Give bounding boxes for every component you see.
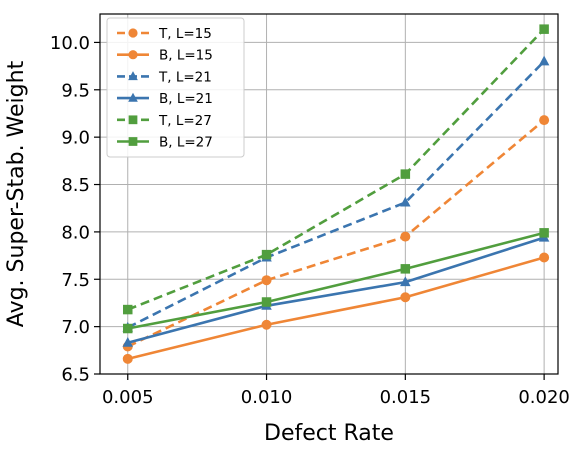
legend-label: T, L=15 <box>158 26 212 42</box>
data-point-triangle <box>128 92 138 102</box>
data-point-triangle <box>400 276 411 287</box>
data-point-square <box>261 249 272 260</box>
legend-label: T, L=21 <box>158 69 212 85</box>
data-point-circle <box>539 252 550 263</box>
y-tick-label: 8.5 <box>61 175 90 196</box>
data-point-triangle <box>122 336 134 347</box>
plot-frame <box>99 13 559 375</box>
data-point-square <box>123 323 133 334</box>
legend-entry: T, L=21 <box>117 69 212 85</box>
x-tick-label: 0.010 <box>241 387 293 408</box>
y-tick-label: 9.5 <box>61 80 90 101</box>
series-b-l-27 <box>123 228 549 334</box>
y-tick-label: 8.0 <box>61 222 90 243</box>
y-tick-label: 6.5 <box>61 365 90 386</box>
legend-label: B, L=15 <box>159 48 213 64</box>
data-point-square <box>123 304 133 315</box>
y-tick-label: 7.0 <box>61 317 90 338</box>
y-tick-label: 7.5 <box>61 270 90 291</box>
data-point-square <box>539 24 549 34</box>
data-point-square <box>400 169 411 179</box>
data-point-square <box>128 115 138 125</box>
data-point-square <box>400 264 411 274</box>
y-tick-label: 9.0 <box>61 128 90 149</box>
legend-entry: T, L=15 <box>117 26 212 42</box>
data-point-triangle <box>128 71 138 81</box>
x-tick-label: 0.005 <box>102 387 154 408</box>
data-point-circle <box>400 292 411 303</box>
data-point-circle <box>261 319 272 330</box>
data-point-circle <box>128 28 138 38</box>
legend-entry: B, L=27 <box>117 135 213 151</box>
data-point-triangle <box>538 55 550 66</box>
axis-ticks: 0.005 0.010 0.015 0.020 6.5 7.0 7.5 8.0 8.5 9.0 9.… <box>50 33 570 408</box>
series-line <box>127 231 545 330</box>
y-tick-label: 10.0 <box>50 33 90 54</box>
legend-label: B, L=27 <box>159 135 213 151</box>
legend-box <box>106 17 245 158</box>
series-line <box>127 28 546 311</box>
legend-entry: B, L=21 <box>117 91 213 107</box>
data-point-square <box>539 228 549 238</box>
series-b-l-21 <box>122 231 550 347</box>
series-line <box>127 236 545 344</box>
series-group <box>122 24 550 364</box>
data-point-triangle <box>400 196 411 207</box>
series-line <box>127 256 545 361</box>
y-axis-label: Avg. Super-Stab. Weight <box>4 60 29 327</box>
data-point-square <box>128 137 138 146</box>
data-point-circle <box>122 353 133 364</box>
x-tick-label: 0.015 <box>380 387 432 408</box>
x-axis-label: Defect Rate <box>264 421 394 446</box>
legend-label: T, L=27 <box>158 113 212 129</box>
legend-entry: T, L=27 <box>117 113 212 129</box>
x-tick-label: 0.020 <box>518 387 570 408</box>
legend-entry: B, L=15 <box>117 48 213 64</box>
legend-label: B, L=21 <box>159 91 213 107</box>
series-b-l-15 <box>122 252 550 364</box>
data-point-circle <box>128 50 138 60</box>
legend: T, L=15 B, L=15 T, L=21 B, L=21 T, L=27 B, L=… <box>106 17 245 158</box>
data-point-circle <box>400 231 411 242</box>
series-line <box>127 119 545 348</box>
series-line <box>127 60 546 329</box>
data-point-circle <box>261 275 272 286</box>
data-point-circle <box>539 115 550 126</box>
series-t-l-27 <box>123 24 549 315</box>
data-point-square <box>261 297 272 307</box>
